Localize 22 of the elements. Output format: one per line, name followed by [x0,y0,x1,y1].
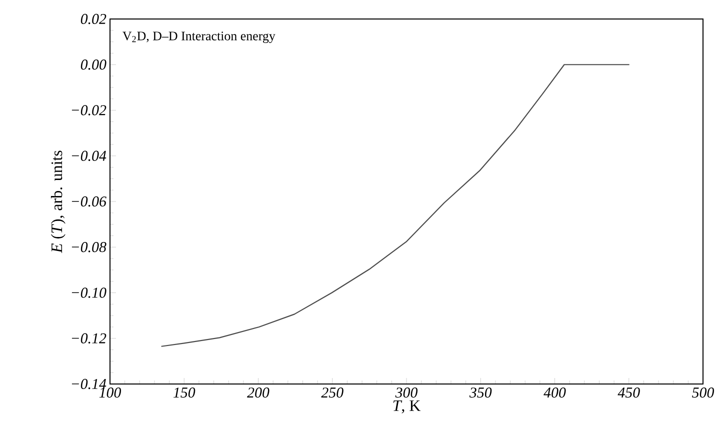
x-tick-label: 250 [321,388,344,398]
x-tick-label: 300 [395,388,418,398]
y-tick-label: −0.14 [72,378,106,390]
y-axis-title: E (T), arb. units [50,150,66,254]
y-tick-label: −0.08 [72,242,106,252]
y-tick-label: 0.02 [80,14,106,24]
y-tick-label: −0.04 [72,150,106,161]
x-tick-label: 150 [173,388,196,398]
line-series [160,64,630,347]
x-tick-label: 400 [544,388,566,398]
x-tick-label: 500 [692,388,714,398]
y-tick-label: −0.06 [72,196,106,207]
x-tick-label: 450 [618,388,640,398]
x-tick-label: 200 [247,388,270,398]
y-tick-label: 0.00 [80,60,106,70]
x-tick-label: 100 [99,388,122,398]
annotation: V$_{2}$D, D–D Interaction energy [122,32,276,44]
y-tick-label: −0.10 [72,288,106,298]
y-tick-label: −0.02 [72,105,106,116]
x-tick-label: 350 [469,388,492,398]
y-tick-label: −0.12 [72,333,106,344]
x-axis-title: T, K [393,400,420,414]
